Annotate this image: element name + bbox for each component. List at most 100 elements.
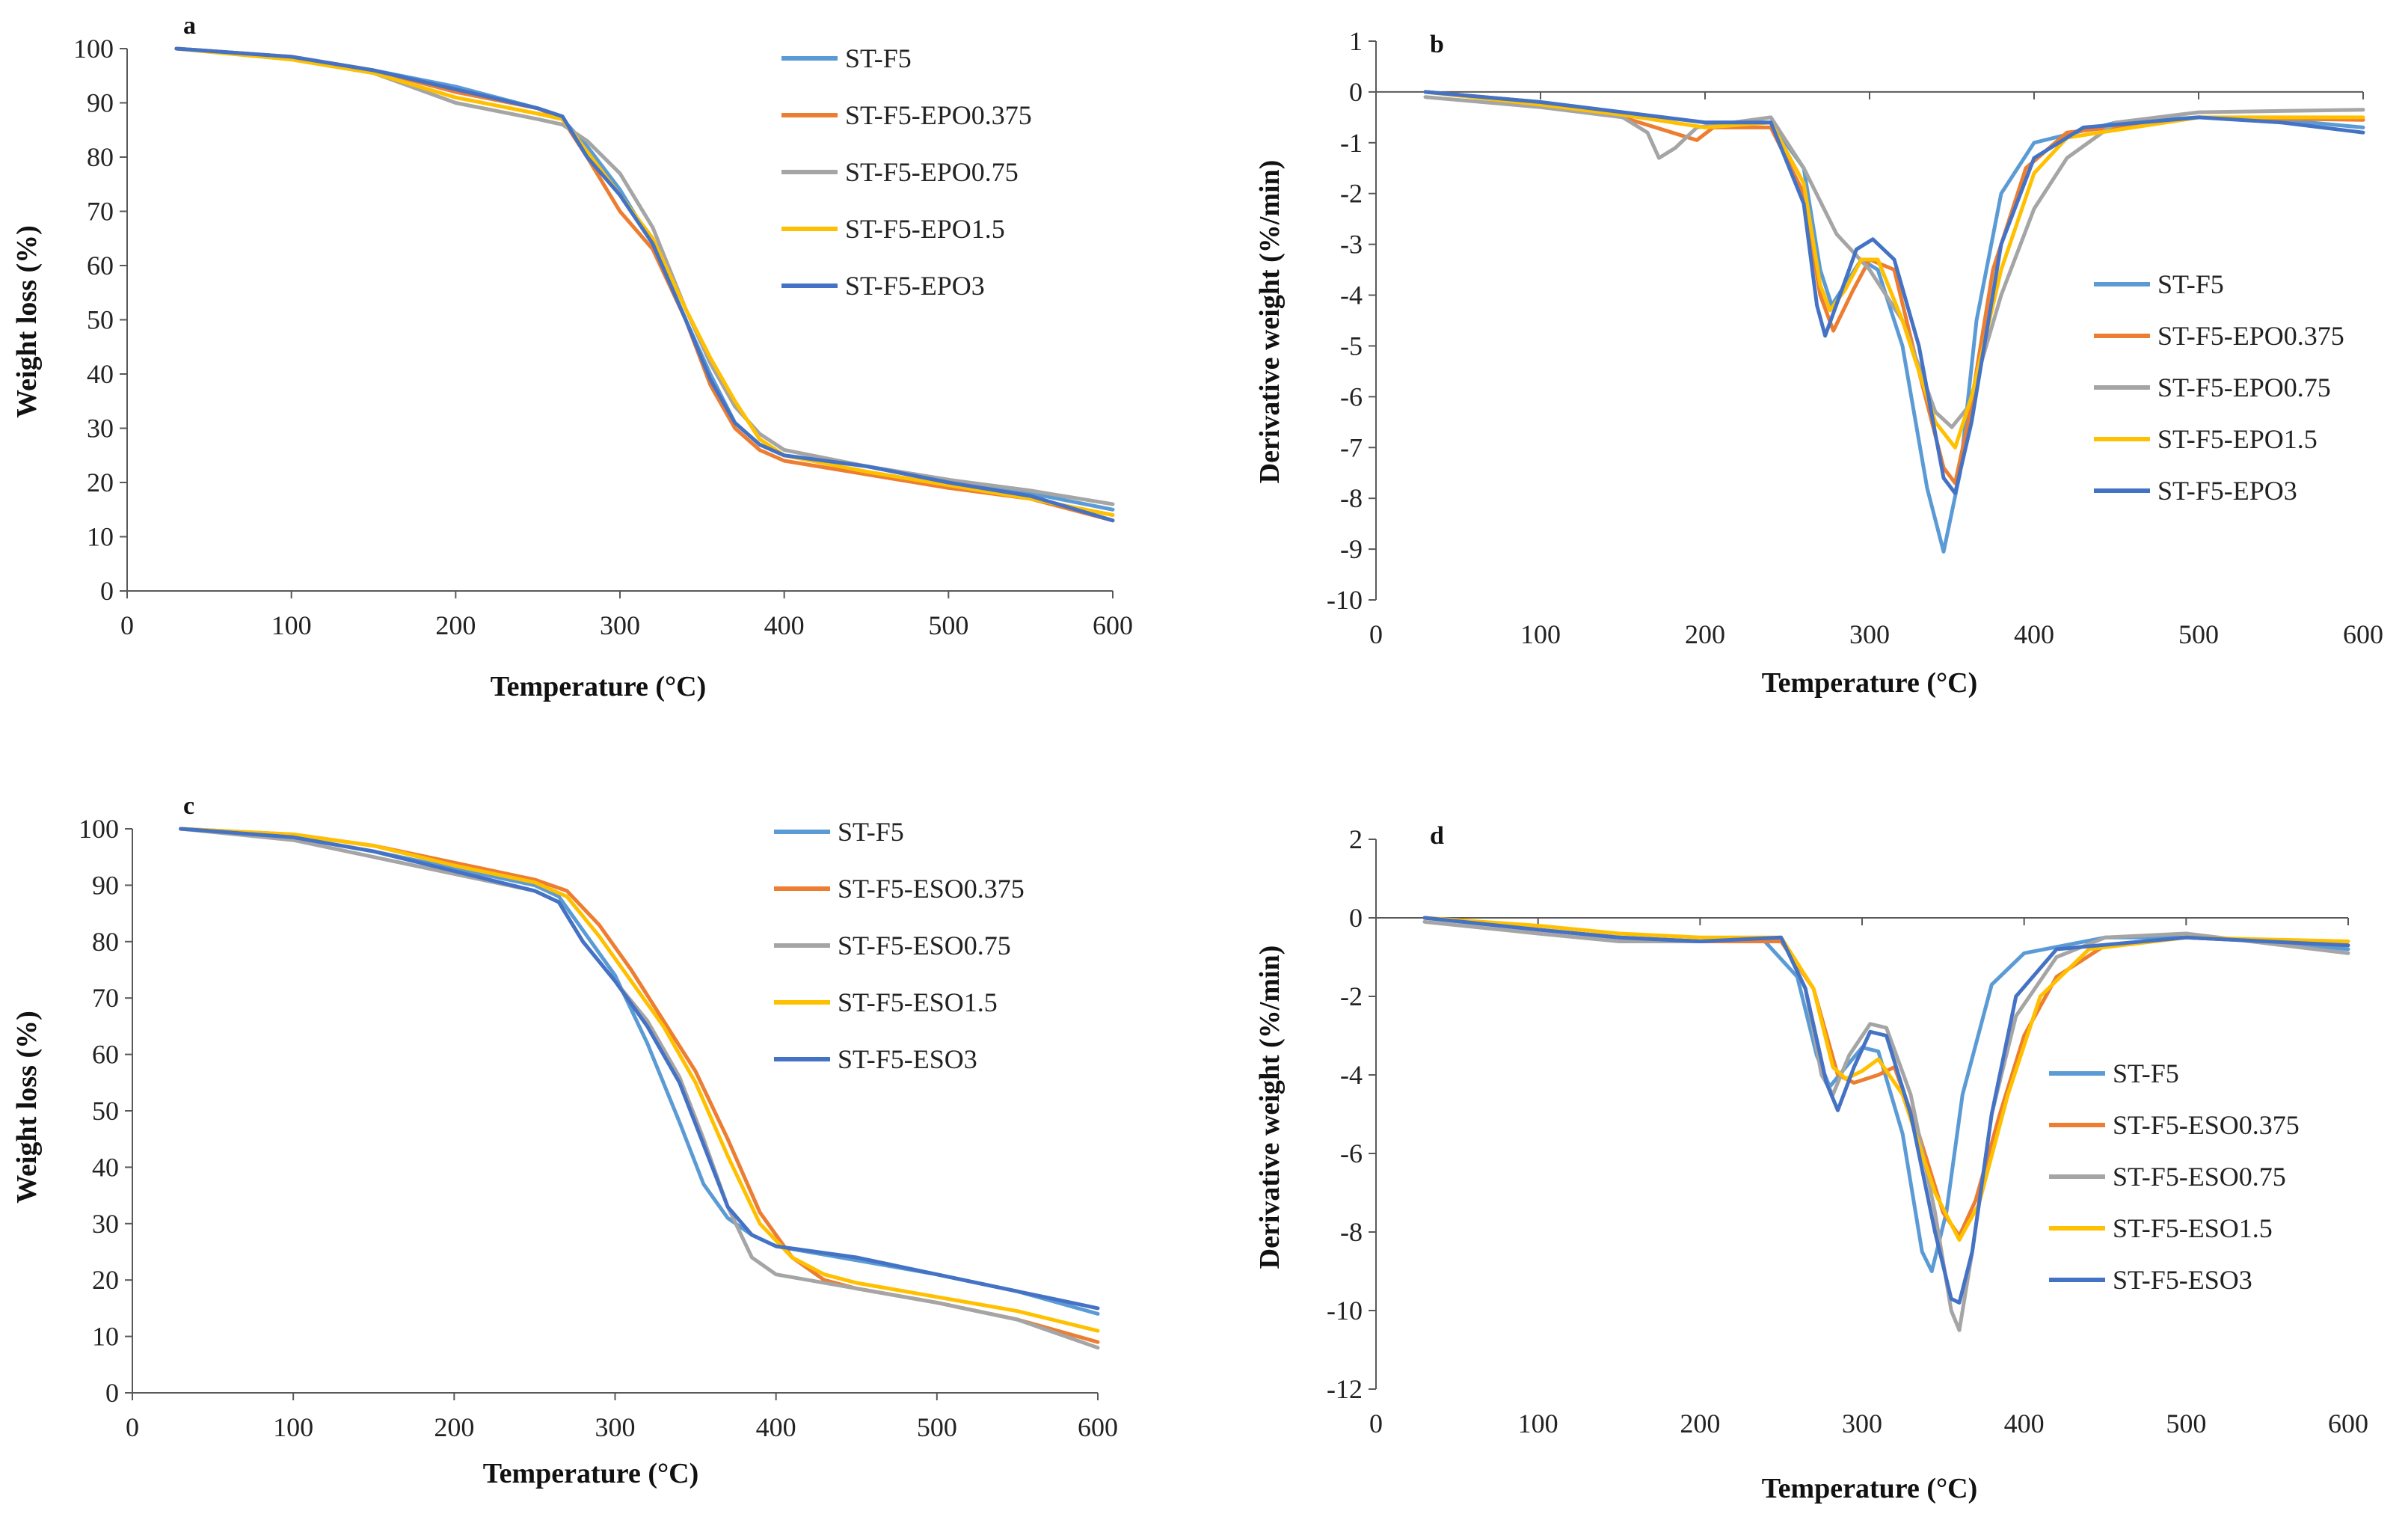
legend-label: ST-F5-EPO3 bbox=[845, 271, 985, 301]
legend-label: ST-F5-ESO0.375 bbox=[2113, 1110, 2300, 1140]
x-tick-label: 500 bbox=[2166, 1409, 2206, 1438]
panel-letter: c bbox=[183, 792, 194, 820]
x-tick-label: 300 bbox=[600, 610, 640, 640]
series-line-st-f5-epo3 bbox=[174, 46, 1115, 523]
y-tick-label: 30 bbox=[87, 414, 114, 444]
x-axis-title: Temperature (°C) bbox=[491, 671, 707, 702]
x-tick-label: 100 bbox=[1518, 1409, 1558, 1438]
y-axis-title: Weight loss (%) bbox=[11, 225, 43, 418]
x-tick-label: 500 bbox=[928, 610, 968, 640]
y-tick-label: 50 bbox=[87, 305, 114, 335]
series-line-st-f5-eso3 bbox=[1422, 916, 2350, 1305]
y-tick-label: 60 bbox=[87, 251, 114, 281]
y-tick-label: 0 bbox=[105, 1378, 119, 1408]
legend-label: ST-F5 bbox=[845, 43, 912, 73]
legend-label: ST-F5-ESO0.75 bbox=[2113, 1162, 2286, 1192]
x-tick-label: 0 bbox=[126, 1412, 139, 1442]
x-tick-label: 200 bbox=[1680, 1409, 1720, 1438]
y-tick-label: 80 bbox=[92, 927, 119, 957]
x-tick-label: 500 bbox=[2178, 619, 2219, 649]
x-tick-label: 0 bbox=[1369, 619, 1383, 649]
series-line-st-f5-epo1-5 bbox=[174, 46, 1115, 517]
y-tick-label: 20 bbox=[92, 1265, 119, 1295]
y-tick-label: -7 bbox=[1340, 432, 1363, 462]
y-tick-label: -12 bbox=[1327, 1374, 1363, 1404]
y-tick-label: 70 bbox=[92, 983, 119, 1013]
y-tick-label: -1 bbox=[1340, 128, 1363, 158]
x-tick-label: 100 bbox=[271, 610, 312, 640]
x-tick-label: 0 bbox=[1369, 1409, 1383, 1438]
x-tick-label: 100 bbox=[273, 1412, 313, 1442]
y-axis-title: Weight loss (%) bbox=[11, 1011, 43, 1204]
legend-label: ST-F5-ESO1.5 bbox=[2113, 1213, 2273, 1243]
y-tick-label: -6 bbox=[1340, 381, 1363, 411]
legend-label: ST-F5 bbox=[2157, 269, 2224, 299]
y-tick-label: -4 bbox=[1340, 1060, 1363, 1090]
x-tick-label: 600 bbox=[2343, 619, 2383, 649]
series-line-st-f5-eso1-5 bbox=[1422, 916, 2350, 1242]
legend-label: ST-F5 bbox=[2113, 1058, 2179, 1088]
y-tick-label: 90 bbox=[92, 870, 119, 900]
legend-label: ST-F5-ESO0.75 bbox=[838, 931, 1011, 960]
panel-letter: d bbox=[1430, 822, 1444, 850]
x-tick-label: 400 bbox=[764, 610, 805, 640]
panel-d: -12 -10 -8 -6 -4 -2 0 2 0 100 200 300 400 500 600 Tempe… bbox=[1254, 822, 2368, 1504]
legend-label: ST-F5-EPO0.375 bbox=[845, 100, 1032, 130]
x-tick-label: 500 bbox=[917, 1412, 957, 1442]
panel-letter: a bbox=[183, 12, 196, 40]
y-tick-label: 70 bbox=[87, 197, 114, 227]
y-tick-label: 1 bbox=[1349, 26, 1363, 56]
y-tick-label: 0 bbox=[1349, 903, 1363, 933]
x-tick-label: 200 bbox=[435, 610, 476, 640]
x-tick-label: 0 bbox=[120, 610, 134, 640]
x-tick-label: 600 bbox=[1078, 1412, 1118, 1442]
legend-label: ST-F5-EPO1.5 bbox=[2157, 424, 2318, 454]
y-tick-label: 80 bbox=[87, 142, 114, 172]
x-tick-label: 600 bbox=[1093, 610, 1133, 640]
y-tick-label: -9 bbox=[1340, 534, 1363, 564]
y-axis-title: Derivative weight (%/min) bbox=[1254, 160, 1286, 484]
legend-label: ST-F5-ESO1.5 bbox=[838, 987, 998, 1017]
x-axis-title: Temperature (°C) bbox=[483, 1458, 699, 1489]
y-tick-label: -8 bbox=[1340, 483, 1363, 513]
x-tick-label: 300 bbox=[595, 1412, 636, 1442]
y-tick-label: -3 bbox=[1340, 230, 1363, 260]
y-tick-label: 90 bbox=[87, 88, 114, 118]
x-tick-label: 400 bbox=[756, 1412, 796, 1442]
y-tick-label: -4 bbox=[1340, 281, 1363, 310]
x-tick-label: 600 bbox=[2328, 1409, 2368, 1438]
y-tick-label: 40 bbox=[92, 1152, 119, 1182]
series-line-st-f5-epo0-75 bbox=[1423, 95, 2365, 429]
legend-label: ST-F5-EPO0.75 bbox=[2157, 373, 2331, 402]
y-tick-label: 100 bbox=[79, 814, 119, 844]
series-line-st-f5-epo3 bbox=[1423, 90, 2365, 495]
x-tick-label: 400 bbox=[2004, 1409, 2045, 1438]
legend-label: ST-F5-EPO0.75 bbox=[845, 157, 1019, 187]
y-tick-label: 10 bbox=[92, 1322, 119, 1352]
legend-label: ST-F5-EPO0.375 bbox=[2157, 321, 2344, 351]
legend-label: ST-F5-ESO0.375 bbox=[838, 874, 1025, 904]
y-axis-title: Derivative weight (%/min) bbox=[1254, 946, 1286, 1269]
y-tick-label: -10 bbox=[1327, 1296, 1363, 1326]
series-line-st-f5-epo1-5 bbox=[1423, 90, 2365, 450]
legend-label: ST-F5-ESO3 bbox=[2113, 1265, 2252, 1295]
y-tick-label: 20 bbox=[87, 468, 114, 497]
legend-label: ST-F5-EPO1.5 bbox=[845, 214, 1005, 244]
x-axis-title: Temperature (°C) bbox=[1762, 667, 1978, 699]
legend-label: ST-F5 bbox=[838, 817, 904, 847]
series-line-st-f5-eso3 bbox=[179, 827, 1100, 1311]
y-tick-label: 100 bbox=[73, 34, 114, 64]
x-tick-label: 400 bbox=[2014, 619, 2054, 649]
y-tick-label: 0 bbox=[100, 576, 114, 606]
panel-a: 0 10 20 30 40 50 60 70 80 90 100 0 100 200 300 400 500 60… bbox=[11, 12, 1133, 702]
y-tick-label: -2 bbox=[1340, 179, 1363, 209]
y-tick-label: -10 bbox=[1327, 585, 1363, 615]
x-tick-label: 200 bbox=[434, 1412, 474, 1442]
y-tick-label: 10 bbox=[87, 522, 114, 552]
y-tick-label: 50 bbox=[92, 1096, 119, 1126]
y-tick-label: 40 bbox=[87, 359, 114, 389]
x-tick-label: 300 bbox=[1849, 619, 1890, 649]
x-tick-label: 200 bbox=[1685, 619, 1725, 649]
